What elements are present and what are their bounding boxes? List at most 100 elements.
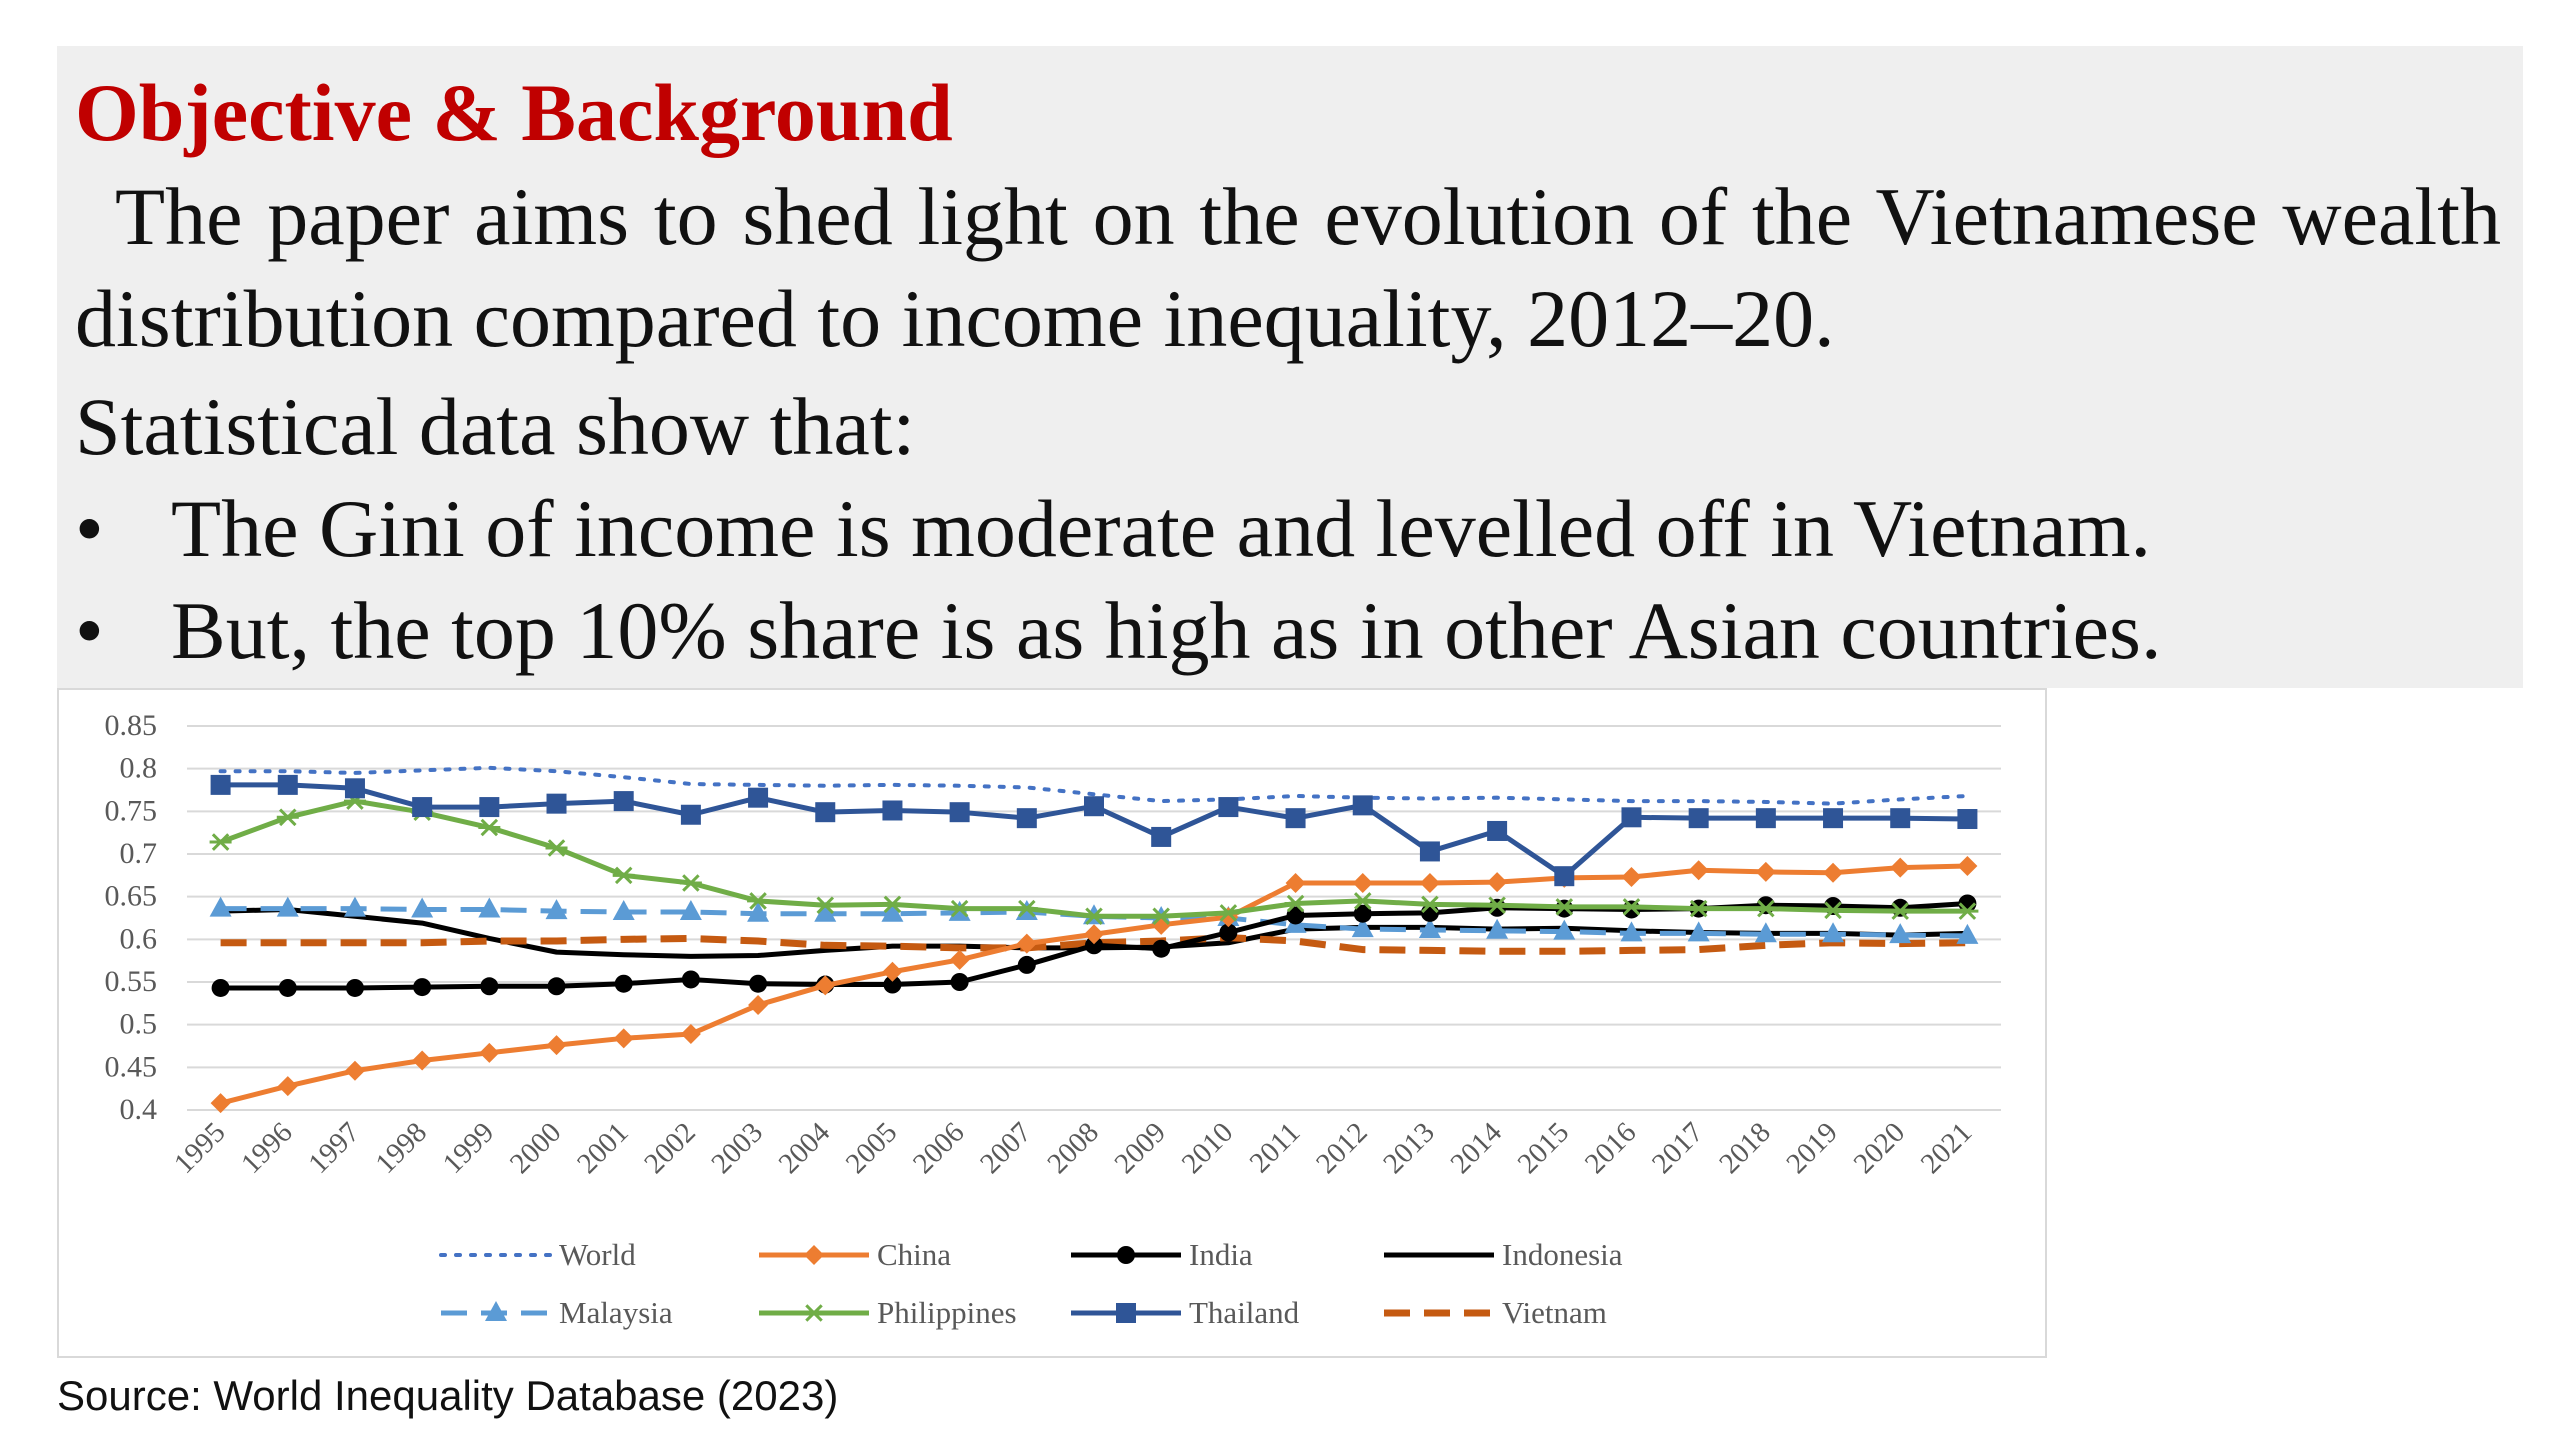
bullet-dot-icon: • — [75, 585, 104, 676]
data-point-china — [949, 949, 970, 970]
data-point-malaysia — [545, 899, 568, 920]
objective-text: The paper aims to shed light on the evol… — [75, 171, 2501, 364]
bullet-item: • The Gini of income is moderate and leve… — [75, 478, 2151, 580]
series-philippines — [209, 792, 1979, 926]
data-point-thailand — [1688, 808, 1709, 829]
data-point-thailand — [1419, 841, 1440, 862]
data-point-india — [749, 974, 768, 993]
data-point-thailand — [680, 804, 701, 825]
data-point-china — [546, 1035, 567, 1056]
data-point-china — [1016, 933, 1037, 954]
lead-line: Statistical data show that: — [75, 381, 916, 472]
x-tick-label: 1997 — [302, 1116, 366, 1180]
data-point-china — [1688, 860, 1709, 881]
data-point-malaysia — [679, 900, 702, 921]
data-point-india — [681, 970, 700, 989]
data-point-india — [883, 975, 902, 994]
data-point-philippines — [1418, 895, 1441, 914]
data-point-thailand — [277, 774, 298, 795]
legend-item-thailand: Thailand — [1071, 1295, 1300, 1330]
y-tick-label: 0.4 — [120, 1093, 158, 1126]
x-tick-label: 1998 — [369, 1116, 433, 1180]
x-tick-label: 2005 — [840, 1116, 904, 1180]
x-tick-label: 2001 — [571, 1116, 635, 1180]
data-point-thailand — [1352, 795, 1373, 816]
data-point-malaysia — [1822, 922, 1845, 943]
data-point-malaysia — [478, 897, 501, 918]
legend-label: Thailand — [1189, 1295, 1300, 1330]
x-tick-label: 2015 — [1512, 1116, 1576, 1180]
data-point-india — [278, 978, 297, 997]
x-tick-label: 2021 — [1915, 1116, 1979, 1180]
data-point-thailand — [1487, 820, 1508, 841]
slide-heading: Objective & Background — [75, 67, 953, 158]
series-china — [210, 855, 1978, 1114]
legend-swatch-marker — [1117, 1246, 1135, 1264]
data-point-china — [613, 1028, 634, 1049]
data-point-malaysia — [612, 900, 635, 921]
data-point-india — [1286, 906, 1305, 925]
data-point-thailand — [210, 774, 231, 795]
data-point-thailand — [546, 793, 567, 814]
y-tick-label: 0.8 — [120, 752, 158, 785]
y-tick-label: 0.7 — [120, 837, 158, 870]
data-point-china — [815, 975, 836, 996]
data-point-thailand — [815, 802, 836, 823]
series-line-vietnam — [220, 934, 1968, 955]
data-point-malaysia — [1351, 917, 1374, 938]
data-point-philippines — [545, 839, 568, 857]
data-point-philippines — [881, 895, 904, 914]
data-point-china — [277, 1076, 298, 1097]
data-point-malaysia — [1486, 918, 1509, 939]
data-point-thailand — [748, 787, 769, 808]
data-point-india — [1085, 936, 1103, 955]
data-point-malaysia — [1687, 921, 1710, 942]
data-point-china — [479, 1042, 500, 1063]
series-vietnam — [220, 934, 1968, 955]
data-point-malaysia — [276, 896, 299, 917]
text-panel: Objective & Background The paper aims to… — [57, 46, 2523, 688]
data-point-india — [413, 978, 432, 997]
source-note: Source: World Inequality Database (2023) — [57, 1372, 839, 1419]
data-point-india — [211, 978, 230, 997]
data-point-malaysia — [343, 896, 366, 917]
legend-label: Indonesia — [1502, 1237, 1623, 1272]
data-point-china — [1419, 873, 1440, 894]
data-point-malaysia — [1754, 922, 1777, 943]
data-point-india — [1017, 955, 1036, 974]
data-point-philippines — [747, 892, 770, 910]
data-point-malaysia — [747, 901, 770, 922]
data-point-thailand — [1151, 826, 1172, 847]
x-tick-label: 2013 — [1377, 1116, 1441, 1180]
y-tick-label: 0.75 — [105, 794, 158, 827]
data-point-china — [1084, 924, 1104, 945]
legend-item-malaysia: Malaysia — [441, 1295, 673, 1330]
data-point-china — [1823, 862, 1844, 883]
x-tick-label: 1999 — [437, 1116, 501, 1180]
x-tick-label: 2017 — [1646, 1116, 1710, 1180]
objective-paragraph: The paper aims to shed light on the evol… — [75, 166, 2501, 370]
y-tick-label: 0.85 — [105, 709, 158, 742]
data-point-philippines — [1553, 898, 1576, 916]
data-point-malaysia — [1620, 921, 1643, 942]
data-point-philippines — [1486, 896, 1509, 914]
legend-swatch-marker — [803, 1304, 825, 1322]
data-point-thailand — [613, 791, 634, 812]
data-point-thailand — [344, 778, 365, 799]
x-tick-label: 2019 — [1780, 1116, 1844, 1180]
series-thailand — [210, 774, 1978, 887]
legend-swatch-marker — [804, 1245, 824, 1265]
x-tick-label: 2004 — [773, 1116, 837, 1180]
legend-item-philippines: Philippines — [759, 1295, 1017, 1330]
data-point-malaysia — [1889, 923, 1912, 944]
y-tick-label: 0.5 — [120, 1008, 158, 1041]
x-tick-label: 2016 — [1579, 1116, 1643, 1180]
data-point-china — [748, 995, 769, 1016]
data-point-china — [680, 1024, 701, 1045]
data-point-china — [1957, 855, 1978, 876]
data-point-philippines — [1754, 899, 1777, 918]
legend-item-china: China — [759, 1237, 951, 1272]
data-point-thailand — [1285, 808, 1306, 829]
legend-label: China — [877, 1237, 951, 1272]
